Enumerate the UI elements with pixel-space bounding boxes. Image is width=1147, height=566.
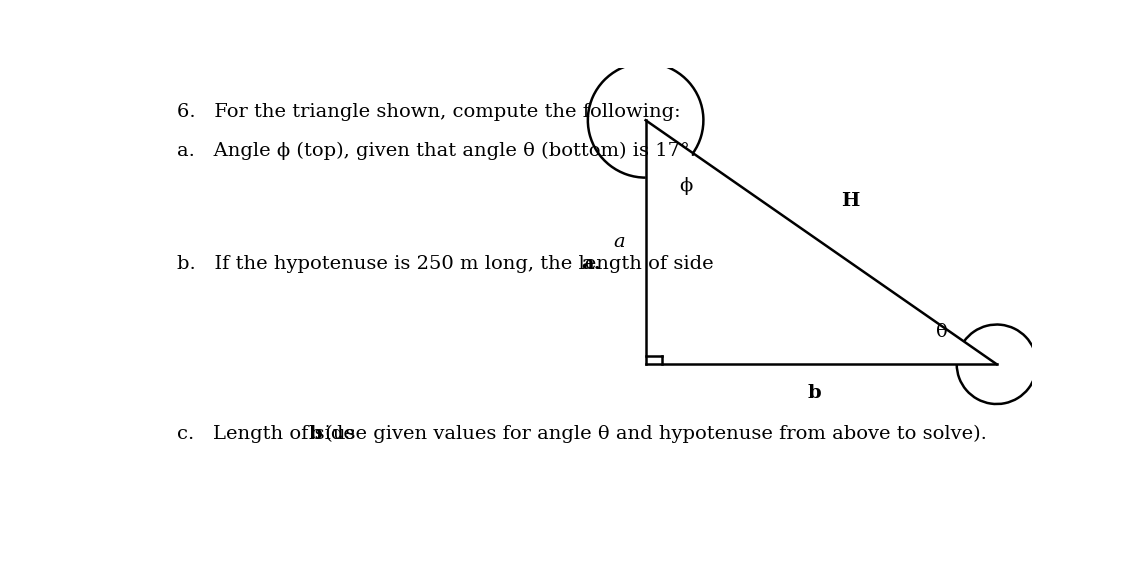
Text: H: H <box>841 192 859 210</box>
Text: a.: a. <box>582 255 601 273</box>
Text: ϕ: ϕ <box>679 177 693 195</box>
Text: b: b <box>309 425 322 443</box>
Text: a.   Angle ϕ (top), given that angle θ (bottom) is 17°.: a. Angle ϕ (top), given that angle θ (bo… <box>177 142 696 160</box>
Text: θ: θ <box>936 323 947 341</box>
Text: b: b <box>807 384 821 402</box>
Text: c.   Length of side: c. Length of side <box>177 425 361 443</box>
Text: 6.   For the triangle shown, compute the following:: 6. For the triangle shown, compute the f… <box>177 102 681 121</box>
Text: b.   If the hypotenuse is 250 m long, the length of side: b. If the hypotenuse is 250 m long, the … <box>177 255 720 273</box>
Text: (use given values for angle θ and hypotenuse from above to solve).: (use given values for angle θ and hypote… <box>319 425 988 443</box>
Text: a: a <box>614 233 625 251</box>
